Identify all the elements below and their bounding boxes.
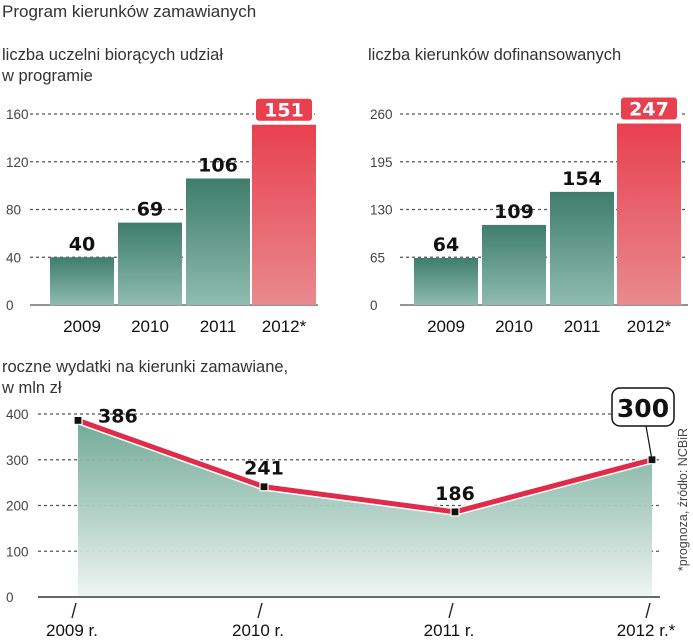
x-tick-label: 2010 r. bbox=[232, 621, 284, 640]
x-tick bbox=[645, 602, 651, 619]
y-tick-label: 0 bbox=[6, 298, 14, 313]
x-tick-label: 2012* bbox=[627, 317, 672, 336]
bar bbox=[414, 257, 478, 305]
y-tick-label: 100 bbox=[6, 544, 29, 559]
x-tick-label: 2009 bbox=[427, 317, 465, 336]
data-label: 151 bbox=[264, 100, 304, 122]
bar bbox=[252, 124, 316, 306]
chart2-title: liczba kierunków dofinansowanych bbox=[368, 45, 621, 66]
bar bbox=[50, 257, 114, 305]
y-tick-label: 300 bbox=[6, 453, 29, 468]
y-tick-label: 195 bbox=[370, 155, 393, 170]
chart3-title: roczne wydatki na kierunki zamawiane, w … bbox=[2, 357, 288, 399]
y-tick-label: 160 bbox=[6, 107, 29, 122]
y-tick-label: 80 bbox=[6, 203, 21, 218]
x-tick-label: 2011 r. bbox=[424, 621, 475, 640]
data-label: 40 bbox=[69, 233, 95, 255]
value-badge bbox=[254, 96, 314, 123]
data-label: 154 bbox=[562, 168, 602, 190]
data-label: 69 bbox=[137, 199, 163, 221]
chart1-title-line: w programie bbox=[2, 67, 93, 85]
x-tick bbox=[257, 602, 263, 619]
data-label: 300 bbox=[617, 394, 669, 423]
data-label: 106 bbox=[198, 154, 238, 176]
x-tick-label: 2010 bbox=[495, 317, 533, 336]
chart1-title-line: liczba uczelni biorących udział bbox=[2, 46, 224, 64]
data-label: 64 bbox=[433, 234, 459, 256]
callout-pointer bbox=[645, 425, 653, 460]
y-tick-label: 40 bbox=[6, 250, 21, 265]
x-tick-label: 2010 bbox=[131, 317, 169, 336]
data-label: 247 bbox=[629, 99, 669, 121]
data-point bbox=[450, 507, 460, 517]
y-tick-label: 130 bbox=[370, 203, 393, 218]
data-label: 186 bbox=[435, 483, 475, 505]
series-line bbox=[77, 418, 653, 515]
y-tick-label: 120 bbox=[6, 155, 29, 170]
chart2-title-line: liczba kierunków dofinansowanych bbox=[368, 46, 622, 64]
data-point bbox=[259, 482, 269, 492]
value-badge bbox=[619, 95, 679, 122]
bar bbox=[186, 178, 250, 305]
x-tick bbox=[448, 602, 454, 619]
x-tick-label: 2011 bbox=[564, 317, 601, 336]
y-tick-label: 200 bbox=[6, 499, 29, 514]
bar bbox=[550, 191, 614, 305]
data-label: 241 bbox=[244, 458, 284, 480]
data-label: 386 bbox=[98, 405, 138, 427]
chart3-title-line: roczne wydatki na kierunki zamawiane, bbox=[2, 358, 289, 376]
data-label: 109 bbox=[494, 201, 534, 223]
page-title: Program kierunków zamawianych bbox=[2, 2, 257, 21]
bar bbox=[617, 123, 681, 305]
data-point bbox=[73, 415, 83, 426]
x-tick bbox=[71, 602, 77, 619]
bar bbox=[118, 222, 182, 305]
y-tick-label: 0 bbox=[6, 590, 14, 605]
area-fill bbox=[78, 420, 652, 597]
x-tick-label: 2012 r.* bbox=[617, 621, 676, 640]
y-tick-label: 65 bbox=[370, 250, 385, 265]
chart3-title-line: w mln zł bbox=[2, 379, 62, 397]
chart1-title: liczba uczelni biorących udział w progra… bbox=[2, 45, 223, 87]
x-tick-label: 2009 r. bbox=[46, 621, 98, 640]
x-tick-label: 2012* bbox=[262, 317, 307, 336]
y-tick-label: 0 bbox=[370, 298, 378, 313]
x-tick-label: 2011 bbox=[200, 317, 237, 336]
bar bbox=[482, 224, 546, 305]
x-tick-label: 2009 bbox=[63, 317, 101, 336]
y-tick-label: 400 bbox=[6, 407, 29, 422]
y-tick-label: 260 bbox=[370, 107, 393, 122]
callout-box bbox=[611, 387, 675, 427]
